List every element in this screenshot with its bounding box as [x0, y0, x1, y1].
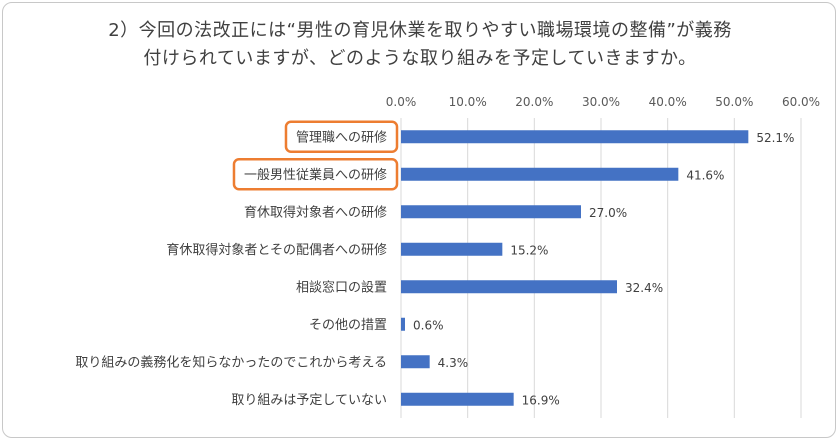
bar [401, 167, 679, 181]
category-label: 取り組みの義務化を知らなかったのでこれから考える [75, 354, 387, 370]
value-label: 4.3% [438, 356, 469, 370]
bar [401, 317, 405, 331]
value-label: 0.6% [413, 318, 444, 332]
value-label: 27.0% [589, 206, 627, 220]
x-tick-label: 0.0% [386, 95, 417, 109]
value-label: 16.9% [522, 393, 560, 407]
category-label: 取り組みは予定していない [231, 393, 387, 408]
value-label: 41.6% [686, 168, 724, 182]
bar [401, 392, 514, 406]
bar [401, 130, 749, 144]
category-label: 育休取得対象者への研修 [244, 204, 387, 220]
x-tick-label: 30.0% [582, 95, 620, 109]
category-label: 一般男性従業員への研修 [244, 167, 387, 183]
category-label: 相談窓口の設置 [296, 279, 387, 295]
category-label: 管理職への研修 [296, 130, 387, 145]
x-tick-label: 40.0% [649, 95, 687, 109]
x-tick-label: 20.0% [515, 95, 553, 109]
bar [401, 355, 430, 369]
x-tick-label: 50.0% [715, 95, 753, 109]
value-label: 15.2% [510, 243, 548, 257]
x-tick-label: 10.0% [449, 95, 487, 109]
category-label: 育休取得対象者とその配偶者への研修 [166, 242, 387, 258]
highlight-box [284, 120, 399, 153]
chart-title-line-1: 2）今回の法改正には“男性の育児休業を取りやすい職場環境の整備”が義務 [108, 20, 732, 41]
highlight-box [232, 158, 399, 191]
value-label: 32.4% [625, 281, 663, 295]
category-label: その他の措置 [309, 318, 387, 333]
chart-title-line-2: 付けられていますが、どのような取り組みを予定していきますか。 [143, 48, 697, 69]
bar [401, 205, 581, 219]
x-tick-label: 60.0% [782, 95, 820, 109]
value-label: 52.1% [756, 131, 794, 145]
bar [401, 242, 503, 256]
bar [401, 280, 617, 294]
